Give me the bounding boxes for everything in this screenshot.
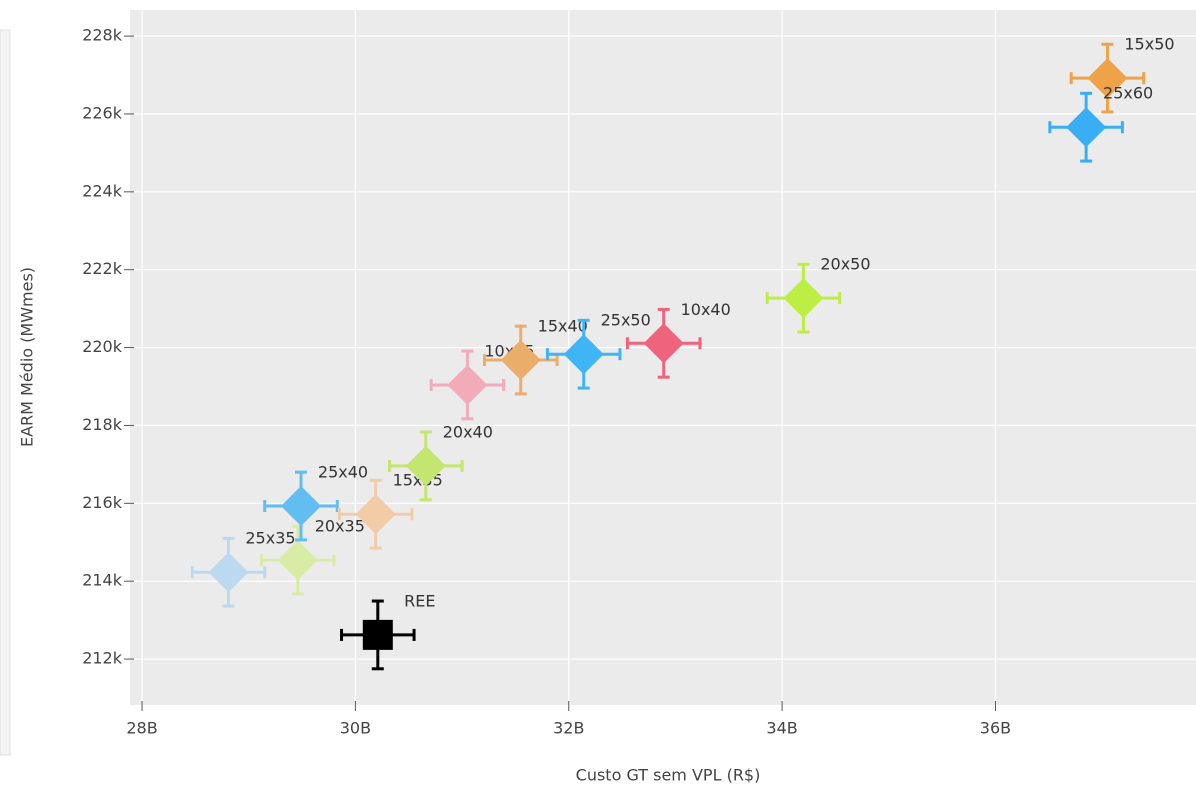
marker — [362, 619, 393, 650]
marker — [208, 552, 249, 593]
point-label: 25x35 — [245, 529, 295, 548]
marker — [405, 445, 446, 486]
marker — [447, 364, 488, 405]
point-label: 20x40 — [443, 422, 493, 441]
side-panel — [0, 29, 11, 756]
marker — [1087, 58, 1128, 99]
x-tick-label: 34B — [766, 719, 797, 738]
y-tick-label: 226k — [82, 103, 123, 122]
y-tick-label: 216k — [82, 493, 123, 512]
marker — [280, 486, 321, 527]
point-label: 10x40 — [681, 300, 731, 319]
x-tick-label: 30B — [340, 719, 371, 738]
marker — [500, 340, 541, 381]
point-label: REE — [404, 591, 435, 610]
point-label: 20x35 — [315, 517, 365, 536]
marker — [783, 278, 824, 319]
marker — [1066, 107, 1107, 148]
point-label: 20x50 — [820, 255, 870, 274]
y-tick-label: 228k — [82, 26, 123, 45]
point-label: 25x40 — [318, 463, 368, 482]
y-axis-title: EARM Médio (MWmes) — [18, 267, 37, 447]
marker — [355, 494, 396, 535]
point-label: 15x50 — [1124, 35, 1174, 54]
x-axis-title: Custo GT sem VPL (R$) — [576, 766, 761, 785]
y-tick-label: 220k — [82, 337, 123, 356]
y-tick-label: 214k — [82, 571, 123, 590]
point-label: 25x50 — [601, 311, 651, 330]
point-label: 25x60 — [1103, 84, 1153, 103]
y-tick-label: 212k — [82, 649, 123, 668]
marker — [563, 334, 604, 375]
marker — [277, 540, 318, 581]
point-label: 15x40 — [538, 317, 588, 336]
x-tick-label: 28B — [126, 719, 157, 738]
y-tick-label: 222k — [82, 259, 123, 278]
x-tick-label: 36B — [980, 719, 1011, 738]
marker — [643, 323, 684, 364]
y-tick-label: 218k — [82, 415, 123, 434]
x-tick-label: 32B — [553, 719, 584, 738]
y-tick-label: 224k — [82, 181, 123, 200]
